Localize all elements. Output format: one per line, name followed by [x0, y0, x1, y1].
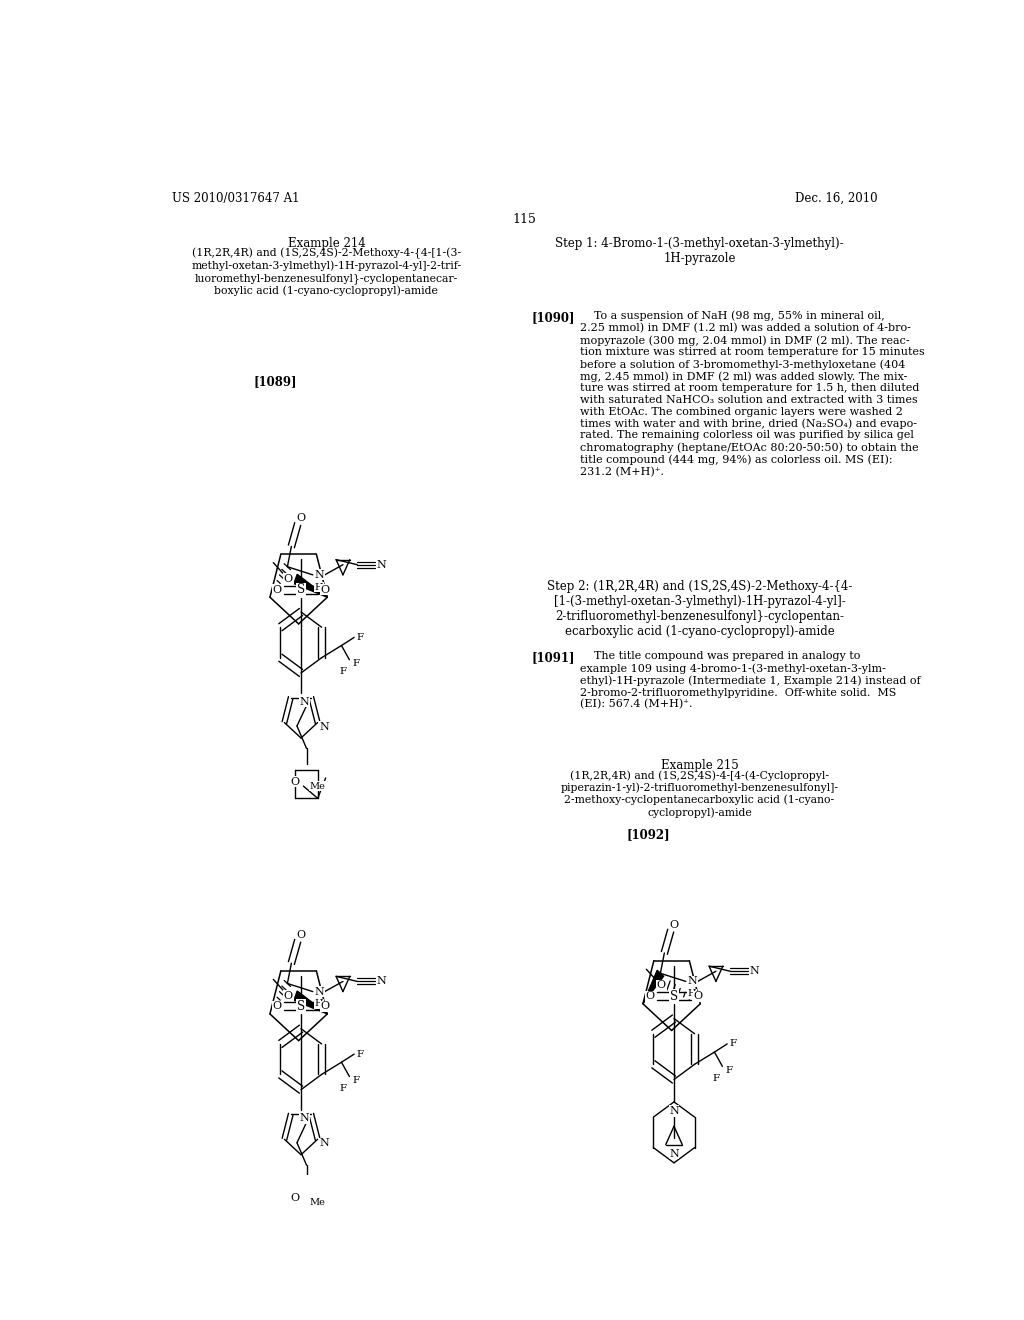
Text: Step 2: (1R,2R,4R) and (1S,2S,4S)-2-Methoxy-4-{4-
[1-(3-methyl-oxetan-3-ylmethyl: Step 2: (1R,2R,4R) and (1S,2S,4S)-2-Meth…: [547, 581, 852, 638]
Text: S: S: [297, 999, 305, 1012]
Text: F: F: [352, 659, 359, 668]
Text: F: F: [340, 1084, 346, 1093]
Text: O: O: [272, 1002, 282, 1011]
Text: To a suspension of NaH (98 mg, 55% in mineral oil,
2.25 mmol) in DMF (1.2 ml) wa: To a suspension of NaH (98 mg, 55% in mi…: [581, 312, 925, 477]
Text: [1090]: [1090]: [531, 312, 574, 323]
Text: The title compound was prepared in analogy to
example 109 using 4-bromo-1-(3-met: The title compound was prepared in analo…: [581, 651, 921, 709]
Text: N: N: [299, 1113, 309, 1123]
Text: S: S: [670, 990, 678, 1003]
Text: F: F: [713, 1074, 720, 1082]
Text: [1091]: [1091]: [531, 651, 574, 664]
Text: O: O: [656, 981, 666, 990]
Text: N: N: [376, 560, 386, 570]
Text: Example 214: Example 214: [288, 236, 366, 249]
Text: Me: Me: [310, 781, 326, 791]
Text: O: O: [296, 929, 305, 940]
Text: S: S: [297, 583, 305, 597]
Text: N: N: [299, 697, 309, 706]
Text: 115: 115: [513, 214, 537, 226]
Text: N: N: [376, 977, 386, 986]
Text: (1R,2R,4R) and (1S,2S,4S)-4-[4-(4-Cyclopropyl-
piperazin-1-yl)-2-trifluoromethyl: (1R,2R,4R) and (1S,2S,4S)-4-[4-(4-Cyclop…: [560, 771, 839, 817]
Text: O: O: [321, 1002, 330, 1011]
Text: O: O: [291, 776, 300, 787]
Text: H: H: [688, 989, 696, 998]
Text: O: O: [272, 585, 282, 594]
Text: H: H: [314, 999, 324, 1008]
Text: O: O: [291, 1193, 300, 1204]
Text: O: O: [645, 991, 654, 1001]
Polygon shape: [643, 970, 664, 1003]
Text: H: H: [314, 582, 324, 591]
Text: N: N: [314, 986, 324, 997]
Text: F: F: [725, 1065, 732, 1074]
Text: O: O: [284, 990, 293, 1001]
Text: US 2010/0317647 A1: US 2010/0317647 A1: [172, 191, 299, 205]
Text: N: N: [669, 1106, 679, 1115]
Text: F: F: [729, 1039, 736, 1048]
Text: F: F: [352, 1076, 359, 1085]
Text: [1089]: [1089]: [253, 375, 297, 388]
Text: N: N: [750, 966, 759, 977]
Text: N: N: [314, 570, 324, 579]
Text: O: O: [321, 585, 330, 594]
Text: N: N: [687, 977, 697, 986]
Text: O: O: [284, 574, 293, 583]
Text: F: F: [356, 632, 364, 642]
Text: O: O: [693, 991, 702, 1001]
Text: Me: Me: [310, 1199, 326, 1208]
Polygon shape: [294, 574, 328, 597]
Text: [1092]: [1092]: [627, 828, 670, 841]
Text: N: N: [319, 1138, 330, 1148]
Text: O: O: [670, 920, 679, 929]
Text: N: N: [669, 1148, 679, 1159]
Text: Step 1: 4-Bromo-1-(3-methyl-oxetan-3-ylmethyl)-
1H-pyrazole: Step 1: 4-Bromo-1-(3-methyl-oxetan-3-ylm…: [555, 236, 844, 265]
Text: O: O: [296, 513, 305, 523]
Text: F: F: [356, 1049, 364, 1059]
Text: F: F: [340, 668, 346, 676]
Polygon shape: [294, 991, 328, 1014]
Text: Dec. 16, 2010: Dec. 16, 2010: [796, 191, 878, 205]
Text: (1R,2R,4R) and (1S,2S,4S)-2-Methoxy-4-{4-[1-(3-
methyl-oxetan-3-ylmethyl)-1H-pyr: (1R,2R,4R) and (1S,2S,4S)-2-Methoxy-4-{4…: [191, 248, 462, 296]
Text: N: N: [319, 722, 330, 731]
Text: Example 215: Example 215: [660, 759, 738, 772]
